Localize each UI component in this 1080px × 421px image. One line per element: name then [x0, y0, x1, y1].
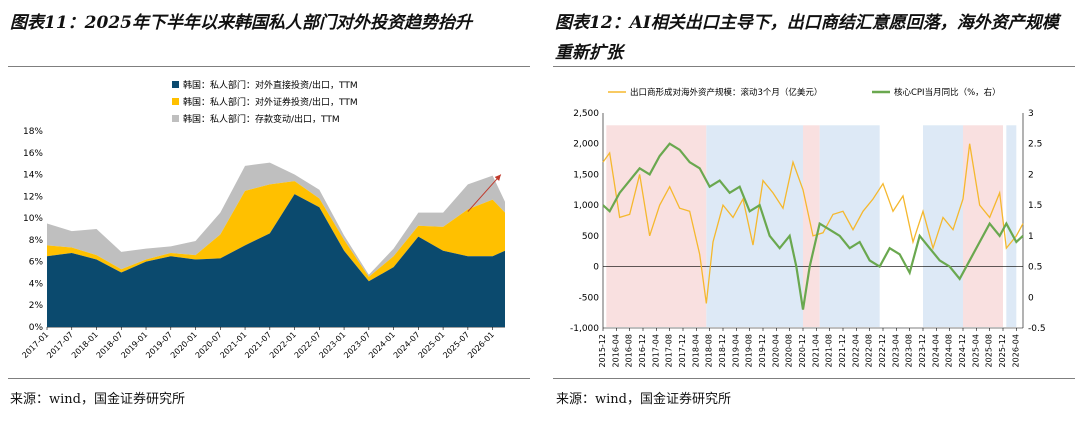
y-right-tick-label: -0.5: [1028, 324, 1046, 334]
deposit-area: [47, 162, 505, 277]
x-tick-label: 2020-12: [798, 334, 807, 367]
uptrend-arrow: [467, 174, 502, 212]
legend-label: 韩国：私人部门：对外直接投资/出口，TTM: [183, 79, 358, 91]
x-tick-label: 2026-01: [466, 330, 496, 360]
legend-swatch: [172, 115, 179, 122]
legend-label: 韩国：私人部门：对外证券投资/出口，TTM: [183, 96, 358, 108]
x-tick-label: 2024-04: [931, 334, 940, 367]
legend-swatch: [172, 81, 179, 88]
x-tick-label: 2023-04: [891, 334, 900, 367]
x-tick-label: 2016-12: [638, 334, 647, 367]
x-tick-label: 2016-04: [611, 334, 620, 367]
x-tick-label: 2024-08: [945, 334, 954, 367]
exporter-assets-line: [602, 143, 1024, 304]
x-tick-label: 2020-04: [771, 334, 780, 367]
right-source-note: 来源：wind，国金证券研究所: [556, 392, 731, 407]
y-tick-label: 4%: [29, 279, 44, 289]
y-right-tick-label: 2: [1028, 170, 1034, 180]
y-left-tick-label: 2,500: [573, 109, 599, 119]
y-right-tick-label: 3: [1028, 109, 1034, 119]
shaded-period: [963, 125, 1003, 328]
right-title-rule: [553, 66, 1075, 67]
exporter-assets-cpi-chart: -1,000 -500 0 500 1,000 1,500 2,000 2,500 -0.5 0 0…: [570, 87, 1046, 367]
x-tick-label: 2023-08: [905, 334, 914, 367]
x-tick-label: 2024-12: [958, 334, 967, 367]
x-tick-label: 2023-12: [918, 334, 927, 367]
x-tick-label: 2021-04: [811, 334, 820, 367]
y-right-tick-label: 1.5: [1028, 201, 1042, 211]
core-cpi-line: [602, 142, 1024, 310]
portfolio-area: [47, 181, 505, 282]
x-tick-label: 2018-08: [705, 334, 714, 367]
y-right-tick-label: 0: [1028, 293, 1034, 303]
left-title-rule: [8, 66, 530, 67]
y-right-tick-label: 2.5: [1028, 140, 1042, 150]
x-tick-label: 2019-08: [745, 334, 754, 367]
right-chart-title: 图表12：AI相关出口主导下，出口商结汇意愿回落，海外资产规模重新扩张: [555, 13, 1059, 63]
y-left-tick-label: 1,500: [573, 170, 599, 180]
shaded-period: [606, 125, 707, 328]
x-tick-label: 2015-12: [598, 334, 607, 367]
x-tick-label: 2017-04: [651, 334, 660, 367]
x-tick-label: 2017-08: [665, 334, 674, 367]
right-source-rule: [553, 378, 1075, 379]
y-tick-label: 16%: [23, 149, 43, 159]
shaded-period: [923, 125, 963, 328]
x-tick-label: 2021-12: [838, 334, 847, 367]
shaded-period: [819, 125, 880, 328]
x-tick-label: 2016-08: [625, 334, 634, 367]
legend-label: 韩国：私人部门：存款变动/出口，TTM: [183, 113, 340, 125]
x-tick-label: 2019-04: [731, 334, 740, 367]
x-tick-label: 2022-08: [865, 334, 874, 367]
left-chart-title: 图表11：2025年下半年以来韩国私人部门对外投资趋势抬升: [10, 13, 472, 33]
x-tick-label: 2018-12: [718, 334, 727, 367]
y-left-tick-label: 2,000: [573, 140, 599, 150]
shaded-period: [1006, 125, 1017, 328]
y-tick-label: 10%: [23, 214, 43, 224]
x-tick-label: 2026-04: [1011, 334, 1020, 367]
korea-outbound-investment-chart: 0%2%4%6%8%10%12%14%16%18%2017-012017-072…: [20, 79, 505, 360]
y-tick-label: 2%: [29, 301, 44, 311]
y-tick-label: 0%: [29, 323, 44, 333]
x-tick-label: 2025-04: [971, 334, 980, 367]
legend-label: 出口商形成对海外资产规模：滚动3个月（亿美元）: [630, 87, 822, 98]
y-left-tick-label: 500: [582, 232, 599, 242]
x-tick-label: 2025-12: [998, 334, 1007, 367]
y-tick-label: 12%: [23, 192, 43, 202]
x-tick-label: 2018-04: [691, 334, 700, 367]
y-tick-label: 18%: [23, 127, 43, 137]
fdi-area: [47, 194, 505, 327]
y-tick-label: 6%: [29, 258, 44, 268]
x-tick-label: 2021-08: [825, 334, 834, 367]
x-tick-label: 2022-12: [878, 334, 887, 367]
legend-swatch: [172, 98, 179, 105]
y-left-tick-label: 1,000: [573, 201, 599, 211]
x-tick-label: 2022-04: [851, 334, 860, 367]
x-tick-label: 2020-08: [785, 334, 794, 367]
y-left-tick-label: -1,000: [570, 324, 599, 334]
y-right-tick-label: 1: [1028, 232, 1034, 242]
x-tick-label: 2019-12: [758, 334, 767, 367]
y-tick-label: 14%: [23, 171, 43, 181]
x-tick-label: 2025-08: [985, 334, 994, 367]
y-right-tick-label: 0.5: [1028, 263, 1042, 273]
left-source-rule: [8, 378, 530, 379]
y-left-tick-label: 0: [593, 263, 599, 273]
x-tick-label: 2017-12: [678, 334, 687, 367]
y-left-tick-label: -500: [579, 293, 600, 303]
y-tick-label: 8%: [29, 236, 44, 246]
left-source-note: 来源：wind，国金证券研究所: [10, 392, 185, 407]
shaded-period: [706, 125, 803, 328]
legend-label: 核心CPI当月同比（%，右）: [894, 87, 1001, 98]
